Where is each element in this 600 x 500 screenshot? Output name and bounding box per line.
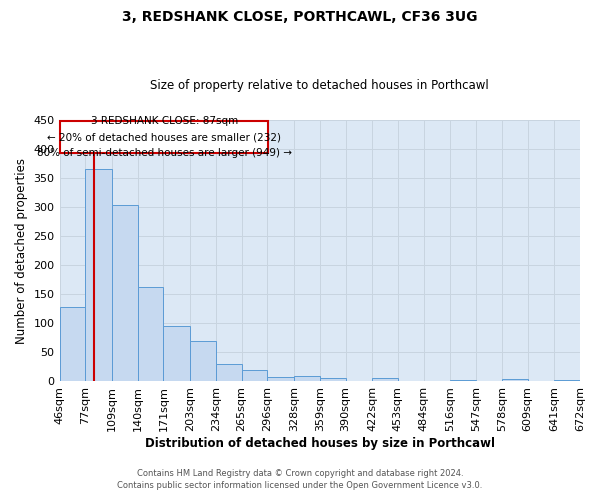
Bar	[372, 378, 398, 382]
Bar	[451, 380, 476, 382]
Bar	[85, 169, 112, 382]
Bar	[137, 286, 163, 382]
Bar	[554, 380, 580, 382]
Bar	[242, 370, 268, 382]
FancyBboxPatch shape	[61, 122, 268, 152]
Bar	[59, 307, 85, 382]
Text: Contains HM Land Registry data © Crown copyright and database right 2024.
Contai: Contains HM Land Registry data © Crown c…	[118, 468, 482, 490]
Bar	[268, 377, 294, 382]
Bar	[216, 364, 242, 382]
Bar	[502, 379, 527, 382]
Title: Size of property relative to detached houses in Porthcawl: Size of property relative to detached ho…	[151, 79, 489, 92]
Text: 3 REDSHANK CLOSE: 87sqm
← 20% of detached houses are smaller (232)
80% of semi-d: 3 REDSHANK CLOSE: 87sqm ← 20% of detache…	[37, 116, 292, 158]
Y-axis label: Number of detached properties: Number of detached properties	[15, 158, 28, 344]
Bar	[112, 204, 137, 382]
Bar	[190, 342, 216, 382]
Bar	[294, 376, 320, 382]
Bar	[320, 378, 346, 382]
X-axis label: Distribution of detached houses by size in Porthcawl: Distribution of detached houses by size …	[145, 437, 495, 450]
Text: 3, REDSHANK CLOSE, PORTHCAWL, CF36 3UG: 3, REDSHANK CLOSE, PORTHCAWL, CF36 3UG	[122, 10, 478, 24]
Bar	[163, 326, 190, 382]
